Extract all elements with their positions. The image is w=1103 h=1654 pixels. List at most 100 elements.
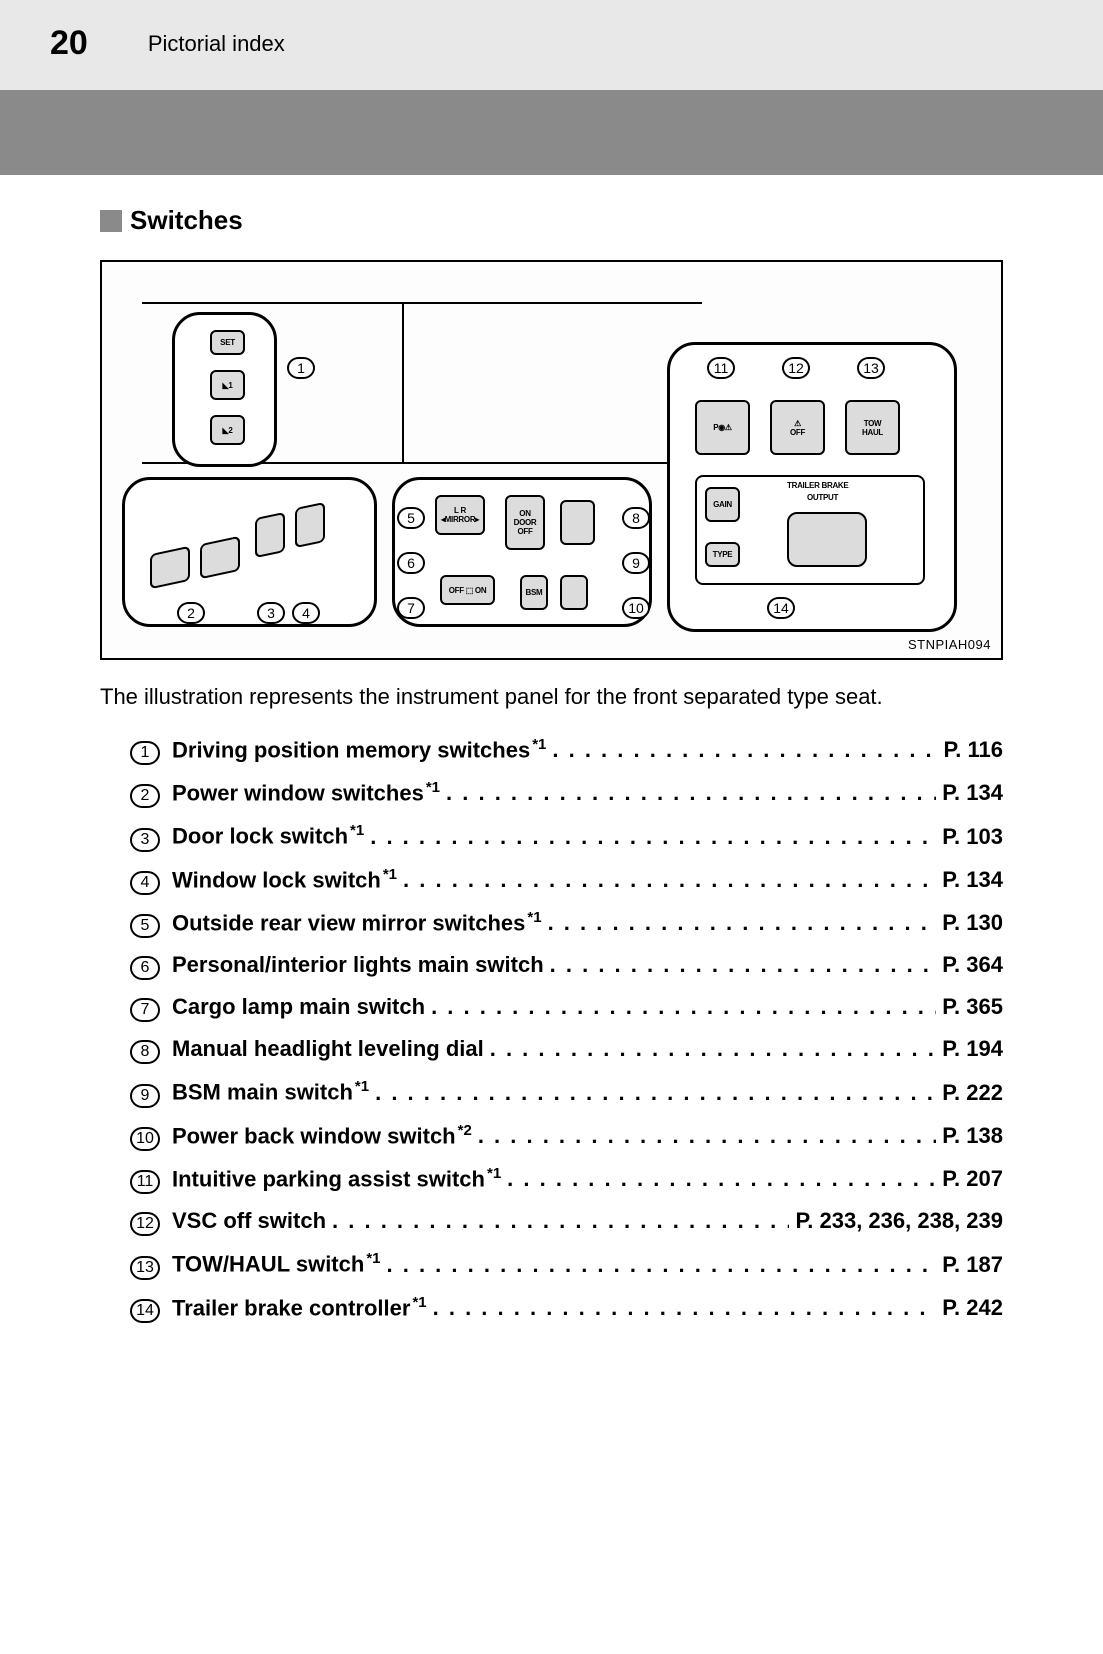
item-label: Trailer brake controller*1 — [172, 1294, 427, 1321]
item-number: 2 — [130, 784, 160, 808]
item-label: Window lock switch*1 — [172, 866, 397, 893]
index-item: 13 TOW/HAUL switch*1 P. 187 — [130, 1250, 1003, 1279]
item-number: 3 — [130, 828, 160, 852]
item-label: Personal/interior lights main switch — [172, 952, 544, 978]
leader-dots — [375, 1080, 936, 1106]
page-reference: P. 134 — [942, 780, 1003, 806]
item-label: TOW/HAUL switch*1 — [172, 1250, 381, 1277]
index-item: 2 Power window switches*1 P. 134 — [130, 779, 1003, 808]
index-item: 8Manual headlight leveling dialP. 194 — [130, 1036, 1003, 1064]
page-reference: P. 138 — [942, 1123, 1003, 1149]
page-reference: P. 103 — [942, 824, 1003, 850]
leader-dots — [550, 952, 937, 978]
power-back-window-switch — [560, 575, 588, 610]
item-number: 12 — [130, 1212, 160, 1236]
overhead-console-panel: L R ◂MIRROR▸ ON DOOR OFF OFF ⬚ ON BSM — [392, 477, 652, 627]
index-item: 5Outside rear view mirror switches*1P. 1… — [130, 909, 1003, 938]
leader-dots — [478, 1123, 936, 1149]
page-number: 20 — [50, 24, 88, 63]
memory-pos2-button: ◣2 — [210, 415, 245, 445]
item-label: Door lock switch*1 — [172, 822, 364, 849]
cargo-lamp-switch: OFF ⬚ ON — [440, 575, 495, 605]
callout-4: 4 — [292, 602, 320, 624]
item-footnote: *1 — [355, 1078, 369, 1095]
memory-set-button: SET — [210, 330, 245, 355]
callout-10: 10 — [622, 597, 650, 619]
callout-7: 7 — [397, 597, 425, 619]
item-label: BSM main switch*1 — [172, 1078, 369, 1105]
parking-assist-switch: P◉⚠ — [695, 400, 750, 455]
page-reference: P. 187 — [942, 1252, 1003, 1278]
callout-14: 14 — [767, 597, 795, 619]
item-number: 5 — [130, 914, 160, 938]
index-item: 3 Door lock switch*1 P. 103 — [130, 822, 1003, 851]
page-reference: P. 242 — [942, 1295, 1003, 1321]
item-number: 7 — [130, 998, 160, 1022]
item-number: 10 — [130, 1127, 160, 1151]
index-item: 11Intuitive parking assist switch*1P. 20… — [130, 1165, 1003, 1194]
callout-11: 11 — [707, 357, 735, 379]
tow-haul-switch: TOW HAUL — [845, 400, 900, 455]
item-footnote: *1 — [366, 1250, 380, 1267]
callout-8: 8 — [622, 507, 650, 529]
item-number: 13 — [130, 1256, 160, 1280]
leader-dots — [552, 737, 937, 763]
section-heading: Switches — [100, 205, 1003, 236]
item-footnote: *1 — [532, 736, 546, 753]
trailer-lever-icon — [787, 512, 867, 567]
leader-dots — [446, 780, 936, 806]
headlight-level-dial — [560, 500, 595, 545]
figure-caption: The illustration represents the instrume… — [100, 682, 1003, 712]
item-number: 14 — [130, 1299, 160, 1323]
leader-dots — [332, 1208, 789, 1234]
page-content: Switches SET ◣1 ◣2 1 2 3 4 L R ◂MIRROR▸ — [0, 175, 1103, 1397]
page-reference: P. 233, 236, 238, 239 — [795, 1208, 1003, 1234]
item-footnote: *1 — [350, 822, 364, 839]
leader-dots — [548, 910, 937, 936]
dashboard-illustration: SET ◣1 ◣2 1 2 3 4 L R ◂MIRROR▸ ON DOOR O… — [100, 260, 1003, 660]
vsc-off-switch: ⚠ OFF — [770, 400, 825, 455]
item-number: 11 — [130, 1170, 160, 1194]
leader-dots — [490, 1036, 937, 1062]
item-label: Outside rear view mirror switches*1 — [172, 909, 542, 936]
page-reference: P. 222 — [942, 1080, 1003, 1106]
figure-id: STNPIAH094 — [908, 637, 991, 652]
item-footnote: *1 — [527, 909, 541, 926]
item-number: 4 — [130, 871, 160, 895]
window-switch-icon — [150, 546, 190, 590]
page-reference: P. 134 — [942, 867, 1003, 893]
type-button: TYPE — [705, 542, 740, 567]
mirror-switch: L R ◂MIRROR▸ — [435, 495, 485, 535]
window-switch-icon — [200, 536, 240, 580]
item-number: 1 — [130, 741, 160, 765]
callout-1: 1 — [287, 357, 315, 379]
trailer-output-label: OUTPUT — [807, 493, 838, 502]
page-reference: P. 364 — [942, 952, 1003, 978]
index-item: 7 Cargo lamp main switch P. 365 — [130, 994, 1003, 1022]
index-item: 1Driving position memory switches*1P. 11… — [130, 736, 1003, 765]
item-label: Power window switches*1 — [172, 779, 440, 806]
memory-switch-panel: SET ◣1 ◣2 — [172, 312, 277, 467]
item-footnote: *1 — [412, 1294, 426, 1311]
door-lock-icon — [255, 512, 285, 558]
header-band — [0, 90, 1103, 175]
door-switch-panel — [122, 477, 377, 627]
callout-5: 5 — [397, 507, 425, 529]
index-item: 14 Trailer brake controller*1 P. 242 — [130, 1294, 1003, 1323]
heading-text: Switches — [130, 205, 243, 236]
callout-9: 9 — [622, 552, 650, 574]
index-item: 6Personal/interior lights main switchP. … — [130, 952, 1003, 980]
leader-dots — [433, 1295, 937, 1321]
item-footnote: *1 — [426, 779, 440, 796]
heading-bullet-icon — [100, 210, 122, 232]
leader-dots — [431, 994, 936, 1020]
page-reference: P. 365 — [942, 994, 1003, 1020]
gain-button: GAIN — [705, 487, 740, 522]
item-label: Cargo lamp main switch — [172, 994, 425, 1020]
item-label: Power back window switch*2 — [172, 1122, 472, 1149]
bsm-switch: BSM — [520, 575, 548, 610]
page-reference: P. 194 — [942, 1036, 1003, 1062]
index-item: 12VSC off switchP. 233, 236, 238, 239 — [130, 1208, 1003, 1236]
page-reference: P. 207 — [942, 1166, 1003, 1192]
interior-light-switch: ON DOOR OFF — [505, 495, 545, 550]
